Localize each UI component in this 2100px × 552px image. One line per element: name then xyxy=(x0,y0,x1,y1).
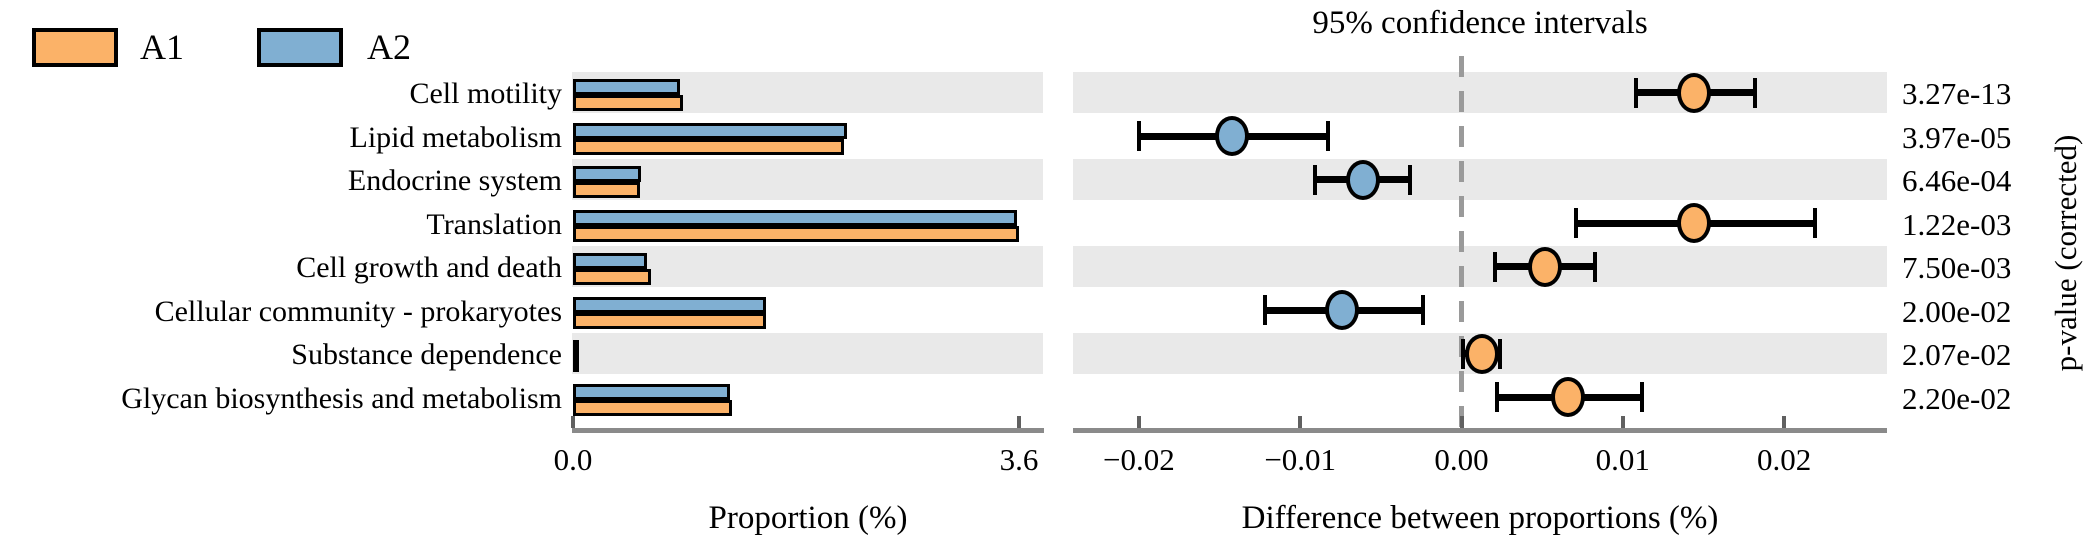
right-axis-tick-label: 0.01 xyxy=(1595,442,1650,477)
right-axis-tick-label: −0.02 xyxy=(1103,442,1175,477)
left-x-axis-line xyxy=(572,428,1044,433)
right-axis-tick xyxy=(1298,416,1303,428)
right-axis-tick xyxy=(1136,416,1141,428)
bar-a1 xyxy=(573,182,640,198)
bar-a2 xyxy=(573,296,767,313)
bar-a2 xyxy=(573,340,580,356)
ci-cap-high xyxy=(1812,208,1817,239)
p-value: 2.07e-02 xyxy=(1902,337,2012,372)
bar-a2 xyxy=(573,209,1017,226)
left-axis-tick-label: 3.6 xyxy=(999,442,1039,477)
left-axis-tick-label: 0.0 xyxy=(553,442,593,477)
bar-a2 xyxy=(573,253,648,269)
ci-cap-low xyxy=(1574,208,1579,239)
right-axis-tick-label: 0.02 xyxy=(1756,442,1812,477)
category-label: Endocrine system xyxy=(347,164,562,197)
right-axis-tick xyxy=(1782,416,1787,428)
p-value: 2.00e-02 xyxy=(1902,293,2012,329)
left-x-axis-label: Proportion (%) xyxy=(708,500,908,536)
ci-cap-low xyxy=(1262,295,1267,326)
legend-swatch-a1 xyxy=(32,28,118,67)
ci-cap-high xyxy=(1640,382,1645,413)
row-stripe-right xyxy=(1073,72,1887,113)
ci-cap-low xyxy=(1633,77,1638,108)
bar-a2 xyxy=(573,166,642,182)
ci-cap-high xyxy=(1407,164,1412,195)
ci-cap-low xyxy=(1461,338,1466,369)
ci-dot-a2 xyxy=(1346,159,1381,200)
category-label: Cell motility xyxy=(409,77,562,110)
row-stripe-right xyxy=(1073,159,1887,200)
p-value: 1.22e-03 xyxy=(1902,206,2012,242)
ci-dot-a1 xyxy=(1676,72,1711,113)
ci-cap-high xyxy=(1593,251,1598,282)
ci-cap-low xyxy=(1494,382,1499,413)
bar-a1 xyxy=(573,225,1019,242)
category-label: Lipid metabolism xyxy=(349,120,562,154)
right-x-axis-line xyxy=(1073,428,1887,433)
legend-swatch-a2 xyxy=(257,28,343,67)
category-label: Glycan biosynthesis and metabolism xyxy=(121,381,562,415)
ci-dot-a1 xyxy=(1528,246,1563,287)
p-value: 3.97e-05 xyxy=(1902,119,2012,155)
zero-reference-dashed-line xyxy=(1459,56,1464,428)
chart-title: 95% confidence intervals xyxy=(1312,5,1648,41)
bar-a2 xyxy=(573,383,731,400)
legend-label-a1: A1 xyxy=(140,27,184,67)
p-value: 2.20e-02 xyxy=(1902,380,2012,416)
ci-dot-a1 xyxy=(1465,333,1500,374)
p-value-axis-label: p-value (corrected) xyxy=(2048,134,2083,372)
bar-a1 xyxy=(573,138,845,155)
ci-cap-high xyxy=(1753,77,1758,108)
bar-a1 xyxy=(573,312,767,329)
right-axis-tick-label: 0.00 xyxy=(1434,442,1489,477)
bar-a2 xyxy=(573,122,847,139)
legend-label-a2: A2 xyxy=(367,27,411,67)
ci-cap-low xyxy=(1136,121,1141,152)
ci-cap-high xyxy=(1498,338,1503,369)
bar-a1 xyxy=(573,269,652,285)
p-value: 3.27e-13 xyxy=(1902,76,2012,111)
ci-cap-low xyxy=(1493,251,1498,282)
category-label: Cell growth and death xyxy=(296,251,562,284)
ci-cap-low xyxy=(1312,164,1317,195)
right-axis-tick xyxy=(1459,416,1464,428)
p-value: 7.50e-03 xyxy=(1902,250,2012,285)
ci-dot-a2 xyxy=(1325,290,1360,331)
left-axis-tick xyxy=(571,416,575,428)
ci-dot-a2 xyxy=(1215,116,1250,157)
category-label: Cellular community - prokaryotes xyxy=(154,294,562,328)
right-x-axis-label: Difference between proportions (%) xyxy=(1241,500,1719,536)
category-label: Substance dependence xyxy=(291,338,562,371)
ci-cap-high xyxy=(1420,295,1425,326)
right-axis-tick-label: −0.01 xyxy=(1264,442,1337,477)
bar-a1 xyxy=(573,356,580,372)
row-stripe-right xyxy=(1073,246,1887,287)
left-axis-tick xyxy=(1017,416,1021,428)
ci-dot-a1 xyxy=(1676,203,1711,244)
bar-a1 xyxy=(573,399,732,416)
ci-dot-a1 xyxy=(1550,377,1585,418)
row-stripe-left xyxy=(572,159,1043,200)
row-stripe-left xyxy=(572,333,1043,374)
bar-a1 xyxy=(573,95,684,111)
ci-cap-high xyxy=(1325,121,1330,152)
right-axis-tick xyxy=(1620,416,1625,428)
category-label: Translation xyxy=(426,207,562,241)
bar-a2 xyxy=(573,79,680,95)
p-value: 6.46e-04 xyxy=(1902,163,2012,198)
